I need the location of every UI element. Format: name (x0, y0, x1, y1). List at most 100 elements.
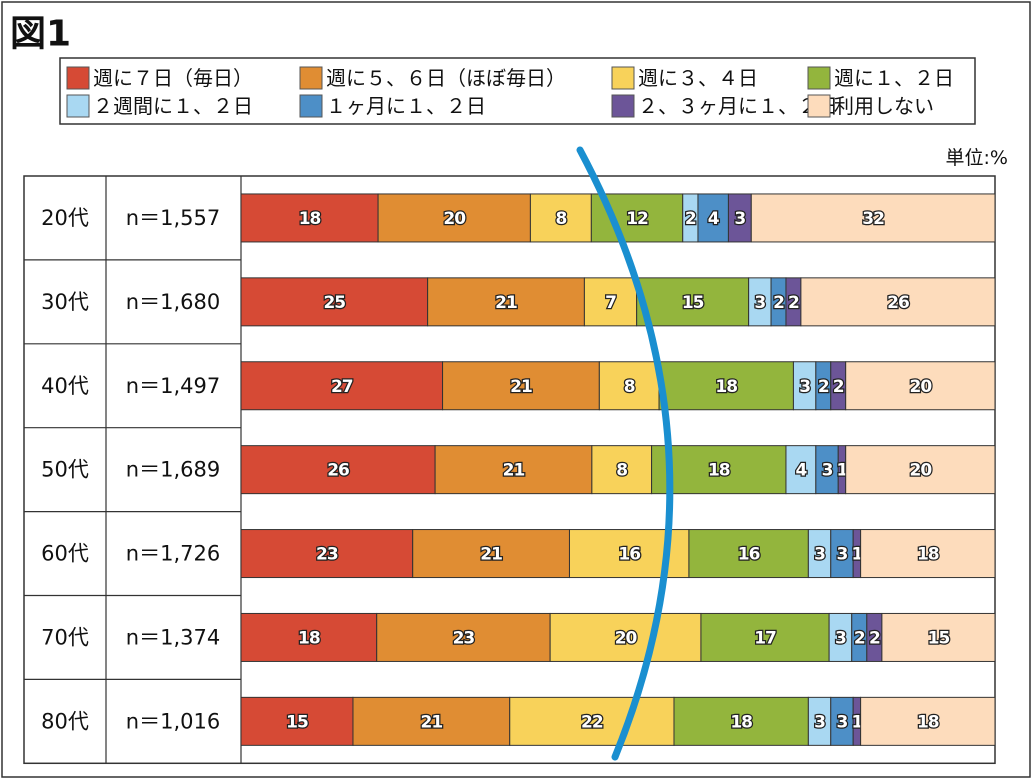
age-group-label: 30代 (41, 290, 89, 314)
bar-value-label: 27 (331, 377, 353, 397)
age-group-label: 80代 (41, 709, 89, 733)
bar-value-label: 16 (738, 545, 760, 565)
bar-segment (583, 277, 638, 327)
bar-value-label: 25 (323, 293, 345, 313)
bar-row: 27 21 8 18 3 2 2 20 (240, 361, 996, 411)
bar-value-label: 3 (837, 712, 848, 732)
bar-value-label: 3 (814, 712, 825, 732)
bar-value-label: 20 (443, 209, 466, 229)
bar-value-label: 2 (818, 377, 829, 397)
bar-segment (845, 445, 996, 495)
legend-swatch (66, 66, 90, 90)
bar-value-label: 18 (708, 461, 730, 481)
bar-value-label: 4 (795, 461, 807, 481)
age-group-label: 50代 (41, 458, 89, 482)
bar-value-label: 3 (837, 545, 848, 565)
bar-value-label: 15 (928, 628, 950, 648)
bar-value-label: 2 (854, 628, 865, 648)
bar-segment (352, 696, 511, 746)
legend-swatch (299, 66, 323, 90)
sample-size-label: n＝1,497 (126, 374, 220, 398)
bar-value-label: 8 (555, 209, 566, 229)
legend-label: 週に５、６日（ほぼ毎日） (326, 66, 566, 90)
bar-value-label: 23 (316, 545, 338, 565)
legend-label: １ヶ月に１、２日 (326, 94, 486, 118)
bar-value-label: 2 (773, 293, 784, 313)
bar-value-label: 7 (605, 293, 616, 313)
legend-label: ２週間に１、２日 (93, 94, 253, 118)
bar-value-label: 21 (510, 377, 532, 397)
bar-segment (697, 193, 729, 243)
bar-value-label: 3 (799, 377, 810, 397)
bar-segment (860, 529, 996, 579)
bar-segment (800, 277, 996, 327)
bar-segment (688, 529, 809, 579)
bar-value-label: 16 (618, 545, 640, 565)
bar-value-label: 26 (887, 293, 909, 313)
bar-segment (845, 361, 996, 411)
legend-swatch (611, 94, 635, 118)
bar-segment (598, 361, 660, 411)
legend-label: 週に１、２日 (834, 66, 954, 90)
bar-value-label: 20 (615, 628, 638, 648)
chart-table: 20代 n＝1,557 30代 n＝1,680 40代 n＝1,497 50代 n＝1,689… (23, 175, 996, 765)
bar-segment (651, 445, 787, 495)
legend-label: 週に３、４日 (638, 66, 758, 90)
bar-value-label: 3 (835, 628, 846, 648)
sample-size-label: n＝1,689 (126, 458, 220, 482)
bar-value-label: 4 (708, 209, 720, 229)
bar-value-label: 17 (754, 628, 776, 648)
bar-value-label: 2 (869, 628, 880, 648)
legend-label: 週に７日（毎日） (93, 66, 253, 90)
bar-value-label: 22 (581, 712, 603, 732)
bar-segment (240, 612, 378, 662)
bar-segment (240, 529, 414, 579)
bar-value-label: 21 (495, 293, 517, 313)
bar-segment (529, 193, 592, 243)
sample-size-label: n＝1,557 (126, 206, 220, 230)
bar-value-label: 26 (327, 461, 349, 481)
bar-segment (673, 696, 809, 746)
bar-value-label: 21 (421, 712, 443, 732)
chart-title: 図1 (10, 14, 71, 55)
bar-segment (377, 193, 531, 243)
bar-value-label: 18 (917, 712, 939, 732)
bar-value-label: 18 (730, 712, 752, 732)
bar-segment (549, 612, 702, 662)
annotation-curve (576, 146, 674, 761)
bar-row: 18 20 8 12 2 4 3 32 (240, 193, 996, 243)
bar-segment (750, 193, 996, 243)
bar-segment (591, 445, 653, 495)
bar-value-label: 2 (685, 209, 696, 229)
bar-segment (240, 361, 444, 411)
age-group-label: 70代 (41, 625, 89, 649)
unit-label: 単位:% (946, 147, 1008, 169)
bar-value-label: 15 (682, 293, 704, 313)
bar-segment (442, 361, 600, 411)
bar-row: 23 21 16 16 3 3 1 18 (240, 529, 996, 579)
bar-value-label: 12 (626, 209, 648, 229)
bar-value-label: 3 (822, 461, 833, 481)
bar-value-label: 18 (298, 628, 320, 648)
legend-swatch (807, 66, 831, 90)
age-group-label: 40代 (41, 374, 89, 398)
sample-size-label: n＝1,374 (126, 625, 220, 649)
bar-value-label: 20 (910, 377, 933, 397)
bar-value-label: 21 (480, 545, 502, 565)
bar-value-label: 8 (624, 377, 635, 397)
age-group-label: 20代 (41, 206, 89, 230)
bar-row: 25 21 7 15 3 2 2 26 (240, 277, 996, 327)
bar-value-label: 15 (286, 712, 308, 732)
bar-value-label: 18 (917, 545, 939, 565)
legend-swatch (299, 94, 323, 118)
sample-size-label: n＝1,680 (126, 290, 220, 314)
legend: 週に７日（毎日） 週に５、６日（ほぼ毎日） 週に３、４日 週に１、２日 ２週間に１、２日… (66, 66, 954, 118)
bar-value-label: 32 (862, 209, 884, 229)
age-group-label: 60代 (41, 542, 89, 566)
bar-value-label: 23 (453, 628, 475, 648)
bar-value-label: 2 (788, 293, 799, 313)
